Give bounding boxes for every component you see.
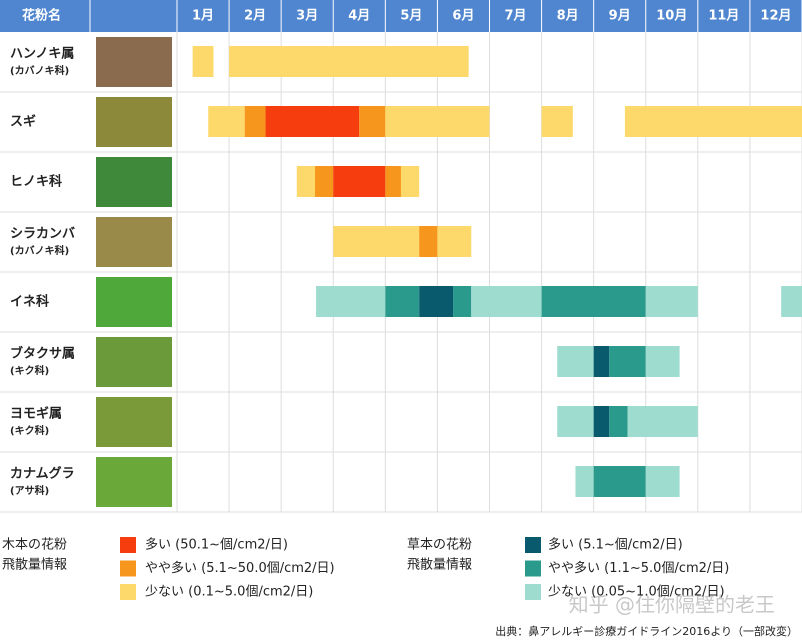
legend-label: やや多い (5.1~50.0個/cm2/日) [145, 560, 335, 576]
legend-label: やや多い (1.1~5.0個/cm2/日) [548, 560, 729, 576]
legend-title: 木本の花粉 [2, 537, 67, 553]
month-label: 10月 [656, 9, 687, 24]
plant-photo [96, 37, 172, 87]
plant-family: (カバノキ科) [10, 244, 69, 257]
pollen-bar [333, 166, 386, 197]
plant-photo [96, 337, 172, 387]
plant-family: (カバノキ科) [10, 64, 69, 77]
legend-swatch [525, 537, 541, 553]
pollen-bar [575, 466, 594, 497]
month-label: 11月 [708, 9, 739, 24]
watermark: 知乎 @住你隔壁的老王 [569, 593, 775, 617]
pollen-bar [419, 226, 438, 257]
pollen-bar [315, 166, 334, 197]
plant-photo [96, 277, 172, 327]
plant-photo [96, 97, 172, 147]
pollen-bar [609, 346, 646, 377]
pollen-bar [229, 46, 469, 77]
legend-label: 少ない (0.05~1.0個/cm2/日) [548, 585, 725, 600]
plant-name: イネ科 [10, 294, 49, 310]
legend-label: 多い (5.1~個/cm2/日) [548, 537, 683, 553]
plant-photo [96, 457, 172, 507]
pollen-bar [624, 106, 802, 137]
pollen-bar [645, 286, 698, 317]
plant-name: ハンノキ属 [10, 47, 74, 62]
legend-title: 飛散量情報 [2, 558, 67, 573]
plant-name: ヒノキ科 [10, 174, 62, 190]
pollen-bar [419, 286, 454, 317]
pollen-bar [541, 106, 573, 137]
pollen-bar [609, 406, 628, 437]
pollen-bar [541, 286, 646, 317]
legend-title: 草本の花粉 [407, 537, 472, 553]
pollen-bar [627, 406, 698, 437]
pollen-bar [645, 346, 680, 377]
pollen-bar [593, 346, 610, 377]
plant-photo [96, 217, 172, 267]
month-label: 1月 [192, 9, 214, 24]
month-label: 3月 [296, 9, 318, 24]
month-label: 2月 [244, 9, 266, 24]
month-label: 6月 [452, 9, 474, 24]
legend-swatch [120, 584, 136, 600]
plant-name: ブタクサ属 [10, 346, 75, 362]
header-label: 花粉名 [22, 8, 61, 24]
pollen-bar [385, 286, 420, 317]
legend-swatch [120, 537, 136, 553]
month-label: 4月 [348, 9, 370, 24]
pollen-bar [471, 286, 542, 317]
pollen-bar [593, 406, 610, 437]
pollen-bar [385, 106, 490, 137]
plant-family: (キク科) [10, 424, 49, 437]
month-label: 12月 [760, 9, 791, 24]
pollen-bar [557, 406, 594, 437]
pollen-bar [244, 106, 266, 137]
pollen-bar [453, 286, 472, 317]
plant-name: ヨモギ属 [10, 406, 62, 422]
pollen-bar [359, 106, 386, 137]
pollen-bar [296, 166, 316, 197]
pollen-bar [645, 466, 680, 497]
pollen-bar [333, 226, 420, 257]
pollen-bar [385, 166, 401, 197]
plant-family: (アサ科) [10, 484, 49, 497]
plant-family: (キク科) [10, 364, 49, 377]
header-bar [0, 0, 802, 32]
pollen-bar [265, 106, 360, 137]
legend-swatch [525, 584, 541, 600]
pollen-bar [437, 226, 472, 257]
legend-title: 飛散量情報 [407, 558, 472, 573]
legend-label: 多い (50.1~個/cm2/日) [145, 537, 288, 553]
plant-photo [96, 157, 172, 207]
month-label: 5月 [400, 9, 422, 24]
pollen-bar [781, 286, 802, 317]
plant-name: カナムグラ [10, 466, 75, 482]
pollen-bar [557, 346, 594, 377]
pollen-bar [192, 46, 214, 77]
legend-swatch [525, 560, 541, 577]
pollen-bar [593, 466, 646, 497]
plant-name: スギ [10, 114, 36, 130]
source: 出典：鼻アレルギー診療ガイドライン2016より（一部改変） [495, 624, 798, 638]
month-label: 9月 [609, 9, 631, 24]
pollen-bar [316, 286, 386, 317]
legend-swatch [120, 560, 136, 577]
month-label: 8月 [557, 9, 579, 24]
plant-name: シラカンバ [10, 227, 75, 242]
month-label: 7月 [505, 9, 527, 24]
plant-photo [96, 397, 172, 447]
pollen-bar [208, 106, 245, 137]
legend-label: 少ない (0.1~5.0個/cm2/日) [145, 585, 313, 600]
pollen-bar [400, 166, 420, 197]
